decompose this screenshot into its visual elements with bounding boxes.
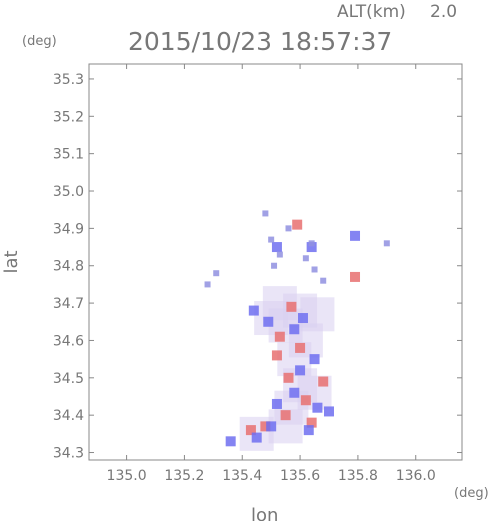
y-tick-label: 34.4: [53, 408, 84, 424]
data-point-negative-cells: [271, 398, 282, 409]
x-tick-label: 135.4: [222, 468, 262, 484]
chart-title: 2015/10/23 18:57:37: [128, 27, 392, 56]
y-tick-label: 35.0: [53, 184, 84, 200]
data-point-negative-cells: [350, 230, 361, 241]
data-point-north-fragments: [302, 255, 309, 262]
data-point-positive-cells: [295, 342, 306, 353]
y-tick-label: 35.3: [53, 72, 84, 88]
x-unit-label: (deg): [454, 486, 489, 501]
x-tick-label: 135.0: [107, 468, 147, 484]
x-tick-label: 135.8: [338, 468, 378, 484]
data-point-positive-cells: [300, 395, 311, 406]
data-point-north-fragments: [308, 240, 315, 247]
data-point-negative-cells: [295, 365, 306, 376]
data-point-positive-cells: [260, 421, 271, 432]
data-point-north-fragments: [285, 225, 292, 232]
data-point-negative-cells: [306, 242, 317, 253]
data-point-positive-cells: [271, 350, 282, 361]
data-point-positive-cells: [318, 376, 329, 387]
data-point-north-fragments: [320, 277, 327, 284]
y-tick-label: 34.3: [53, 446, 84, 462]
x-tick-label: 135.2: [164, 468, 204, 484]
data-point-negative-cells: [289, 387, 300, 398]
data-point-north-fragments: [213, 270, 220, 277]
data-point-positive-cells: [245, 425, 256, 436]
data-point-positive-cells: [350, 271, 361, 282]
data-point-north-fragments: [268, 236, 275, 243]
axis-ticks: 135.0 135.2 135.4 135.6 135.8 136.0 34.3 34.4 34…: [53, 64, 462, 484]
data-point-negative-cells: [251, 432, 262, 443]
y-tick-label: 34.8: [53, 259, 84, 275]
data-point-negative-cells: [309, 354, 320, 365]
data-point-positive-cells: [286, 301, 297, 312]
plot-frame: [88, 63, 463, 461]
data-point-negative-cells: [248, 305, 259, 316]
data-point-positive-cells: [292, 219, 303, 230]
data-point-negative-cells: [263, 316, 274, 327]
data-point-positive-cells: [274, 331, 285, 342]
data-point-north-fragments: [262, 210, 269, 217]
y-axis-label: lat: [1, 250, 22, 273]
data-point-negative-cells: [266, 421, 277, 432]
data-point-positive-cells: [306, 417, 317, 428]
y-tick-label: 34.7: [53, 296, 84, 312]
data-point-negative-cells: [312, 402, 323, 413]
x-tick-label: 136.0: [396, 468, 436, 484]
y-tick-label: 35.1: [53, 147, 84, 163]
altitude-label: ALT(km): [337, 2, 406, 22]
data-point-north-fragments: [204, 281, 211, 288]
data-point-north-fragments: [271, 262, 278, 269]
data-point-negative-cells: [303, 425, 314, 436]
x-axis-label: lon: [251, 505, 278, 521]
y-tick-label: 35.2: [53, 109, 84, 125]
data-point-north-fragments: [383, 240, 390, 247]
data-point-negative-cells: [297, 313, 308, 324]
y-tick-label: 34.6: [53, 333, 84, 349]
data-point-north-fragments: [311, 266, 318, 273]
data-point-negative-cells: [271, 242, 282, 253]
x-tick-label: 135.6: [280, 468, 320, 484]
data-point-north-fragments: [276, 251, 283, 258]
data-marks: [204, 210, 390, 451]
data-point-positive-cells: [280, 410, 291, 421]
data-point-positive-cells: [283, 372, 294, 383]
data-point-negative-cells: [225, 436, 236, 447]
y-tick-label: 34.5: [53, 371, 84, 387]
data-point-negative-cells: [323, 406, 334, 417]
y-unit-label: (deg): [22, 34, 57, 49]
data-point-negative-cells: [289, 324, 300, 335]
y-tick-label: 34.9: [53, 221, 84, 237]
altitude-value: 2.0: [430, 2, 457, 22]
